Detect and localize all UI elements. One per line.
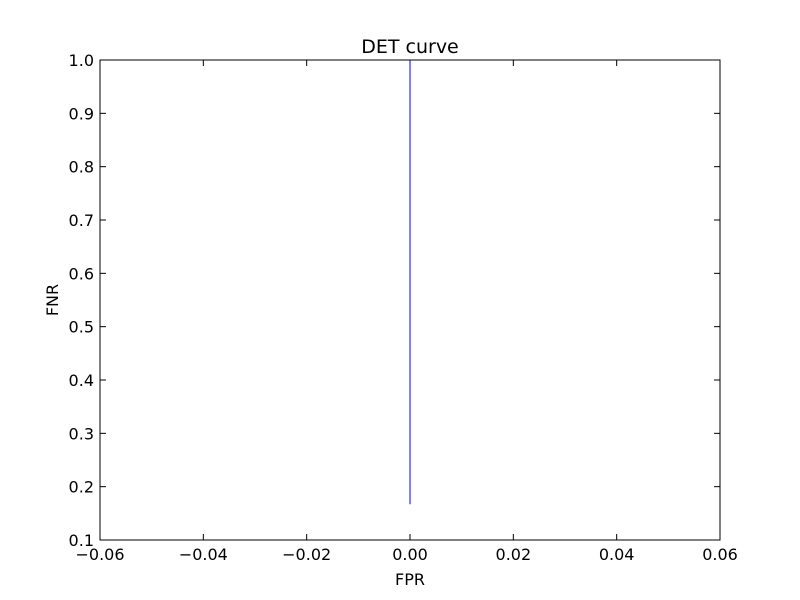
x-tick-label: 0.06 (702, 545, 738, 564)
x-axis-label: FPR (395, 570, 425, 589)
y-tick-label: 0.8 (69, 158, 94, 177)
y-axis-label: FNR (43, 284, 62, 316)
x-axis-ticks: −0.06 −0.04 −0.02 0.00 0.02 0.04 0.06 (75, 60, 738, 564)
y-tick-label: 0.2 (69, 478, 94, 497)
y-tick-label: 0.3 (69, 424, 94, 443)
x-tick-label: −0.02 (282, 545, 331, 564)
y-tick-label: 0.5 (69, 318, 94, 337)
plot-frame (99, 59, 721, 541)
x-tick-label: 0.02 (496, 545, 532, 564)
x-tick-label: 0.04 (599, 545, 635, 564)
y-tick-label: 0.9 (69, 104, 94, 123)
y-tick-label: 0.6 (69, 264, 94, 283)
y-tick-label: 0.4 (69, 371, 94, 390)
y-tick-label: 0.7 (69, 211, 94, 230)
x-tick-label: 0.00 (392, 545, 428, 564)
chart-title: DET curve (361, 36, 459, 58)
x-tick-label: −0.06 (75, 545, 124, 564)
x-tick-label: −0.04 (179, 545, 228, 564)
y-tick-label: 0.1 (69, 531, 94, 550)
y-axis-ticks: 0.1 0.2 0.3 0.4 0.5 0.6 0.7 0.8 0.9 1.0 (69, 51, 720, 550)
y-tick-label: 1.0 (69, 51, 94, 70)
